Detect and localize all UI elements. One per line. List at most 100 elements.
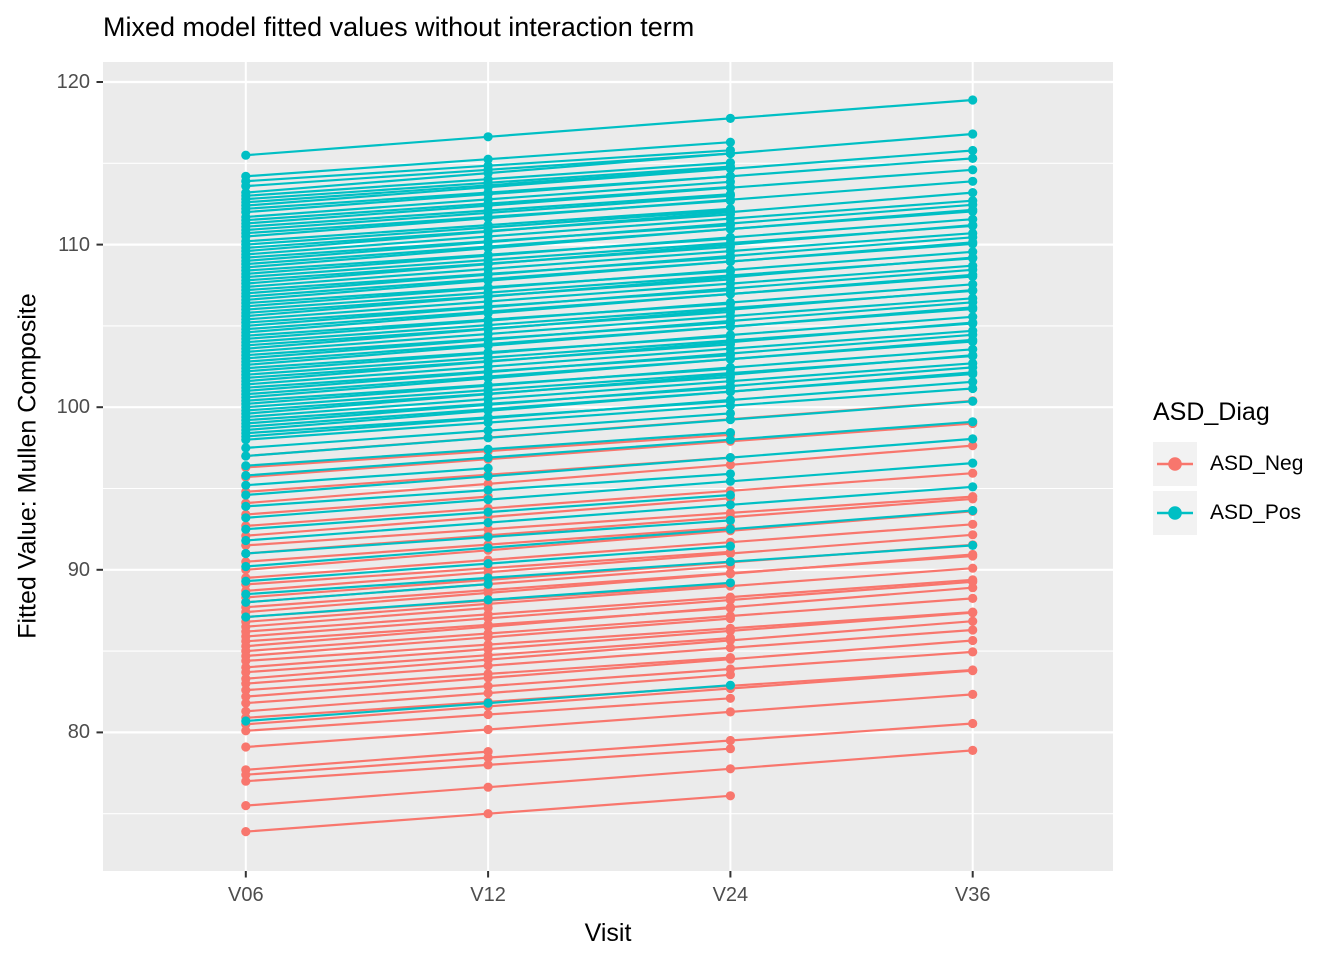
- subject-line-asd-pos: [245, 149, 973, 207]
- data-point-asd-pos: [483, 315, 493, 325]
- subject-line-asd-pos: [245, 297, 973, 353]
- subject-line-asd-pos: [245, 98, 973, 157]
- subject-line-asd-pos: [245, 168, 973, 225]
- data-point-asd-neg: [725, 693, 736, 703]
- data-point-asd-pos: [968, 383, 978, 394]
- data-point-asd-pos: [968, 540, 978, 551]
- data-point-asd-pos: [725, 476, 736, 486]
- subject-line-asd-neg: [245, 611, 973, 662]
- x-tick-label: V36: [954, 884, 991, 906]
- subject-line-asd-pos: [245, 544, 973, 596]
- data-point-asd-pos: [725, 234, 736, 244]
- subject-line-asd-pos: [245, 275, 973, 331]
- subject-line-asd-pos: [245, 362, 973, 419]
- data-point-asd-neg: [483, 724, 493, 735]
- data-point-asd-pos: [968, 434, 978, 444]
- subject-line-asd-pos: [245, 354, 973, 409]
- data-point-asd-pos: [968, 214, 978, 224]
- subject-line-asd-neg: [245, 639, 973, 698]
- data-point-asd-pos: [241, 716, 251, 726]
- data-point-asd-neg: [483, 524, 493, 534]
- data-point-asd-pos: [968, 279, 978, 289]
- data-point-asd-neg: [241, 726, 251, 736]
- legend-key-asd-neg: [1153, 442, 1197, 486]
- data-point-asd-neg: [725, 611, 736, 621]
- data-point-asd-neg: [968, 635, 978, 646]
- data-point-asd-pos: [483, 433, 493, 443]
- data-point-asd-neg: [241, 685, 251, 695]
- data-point-asd-pos: [483, 444, 493, 454]
- data-point-asd-pos: [241, 524, 251, 534]
- data-point-asd-pos: [725, 515, 736, 526]
- data-point-asd-pos: [725, 220, 736, 230]
- subject-line-asd-pos: [245, 224, 973, 279]
- subject-line-asd-pos: [245, 199, 973, 256]
- y-tick-label: 90: [67, 558, 90, 581]
- data-point-asd-neg: [483, 782, 493, 792]
- subject-line-asd-pos: [245, 257, 973, 311]
- data-point-asd-neg: [968, 575, 978, 585]
- subject-line-asd-pos: [245, 132, 973, 194]
- data-point-asd-neg: [968, 616, 978, 626]
- data-point-asd-neg: [725, 568, 736, 578]
- data-point-asd-pos: [968, 318, 978, 329]
- data-point-asd-pos: [968, 396, 978, 406]
- data-point-asd-pos: [483, 282, 493, 292]
- subject-line-asd-pos: [245, 437, 973, 497]
- subject-line-asd-neg: [245, 669, 973, 726]
- data-point-asd-pos: [725, 285, 736, 295]
- legend-glyph-asd-neg-icon: [1157, 457, 1193, 471]
- data-point-asd-neg: [968, 607, 978, 617]
- x-tick-label: V06: [228, 884, 264, 906]
- data-point-asd-pos: [968, 417, 978, 427]
- data-point-asd-neg: [725, 735, 736, 746]
- data-point-asd-pos: [968, 188, 978, 198]
- data-point-asd-neg: [483, 709, 493, 720]
- data-point-asd-pos: [968, 176, 978, 186]
- data-point-asd-pos: [968, 286, 978, 296]
- data-point-asd-pos: [725, 331, 736, 341]
- data-point-asd-pos: [241, 597, 251, 607]
- data-point-asd-neg: [725, 460, 736, 470]
- subject-line-asd-neg: [245, 750, 489, 771]
- data-point-asd-pos: [725, 145, 736, 155]
- subject-line-asd-neg: [245, 422, 973, 479]
- data-point-asd-pos: [241, 561, 251, 572]
- data-point-asd-pos: [241, 461, 251, 471]
- data-point-asd-pos: [241, 501, 251, 511]
- subject-line-asd-neg: [245, 495, 973, 547]
- subject-line-asd-pos: [245, 420, 973, 477]
- data-point-asd-neg: [968, 441, 978, 451]
- data-point-asd-pos: [241, 535, 251, 546]
- subject-line-asd-pos: [245, 289, 973, 344]
- legend-label-asd-pos: ASD_Pos: [1210, 501, 1302, 524]
- data-point-asd-pos: [725, 524, 736, 534]
- data-point-asd-pos: [725, 364, 736, 374]
- data-point-asd-pos: [968, 153, 978, 163]
- subject-line-asd-neg: [245, 722, 973, 776]
- data-point-asd-neg: [725, 603, 736, 613]
- data-point-asd-pos: [483, 495, 493, 505]
- subject-line-asd-pos: [245, 322, 973, 376]
- data-point-asd-pos: [483, 132, 493, 142]
- data-point-asd-neg: [968, 625, 978, 635]
- y-tick-label: 80: [67, 721, 90, 744]
- data-point-asd-pos: [241, 470, 251, 481]
- data-point-asd-neg: [241, 776, 251, 786]
- data-point-asd-neg: [968, 468, 978, 478]
- data-point-asd-pos: [968, 482, 978, 492]
- y-tick-label: 110: [58, 233, 90, 256]
- data-point-asd-neg: [241, 765, 251, 775]
- data-point-asd-pos: [725, 490, 736, 500]
- data-point-asd-pos: [725, 253, 736, 263]
- subject-line-asd-neg: [245, 554, 973, 609]
- data-point-asd-neg: [483, 669, 493, 679]
- subject-line-asd-neg: [245, 567, 973, 623]
- subject-line-asd-neg: [245, 495, 489, 516]
- data-point-asd-pos: [483, 559, 493, 569]
- data-point-asd-pos: [241, 576, 251, 586]
- data-point-asd-pos: [483, 453, 493, 463]
- legend: ASD_Diag ASD_Neg ASD_Pos: [1153, 398, 1303, 540]
